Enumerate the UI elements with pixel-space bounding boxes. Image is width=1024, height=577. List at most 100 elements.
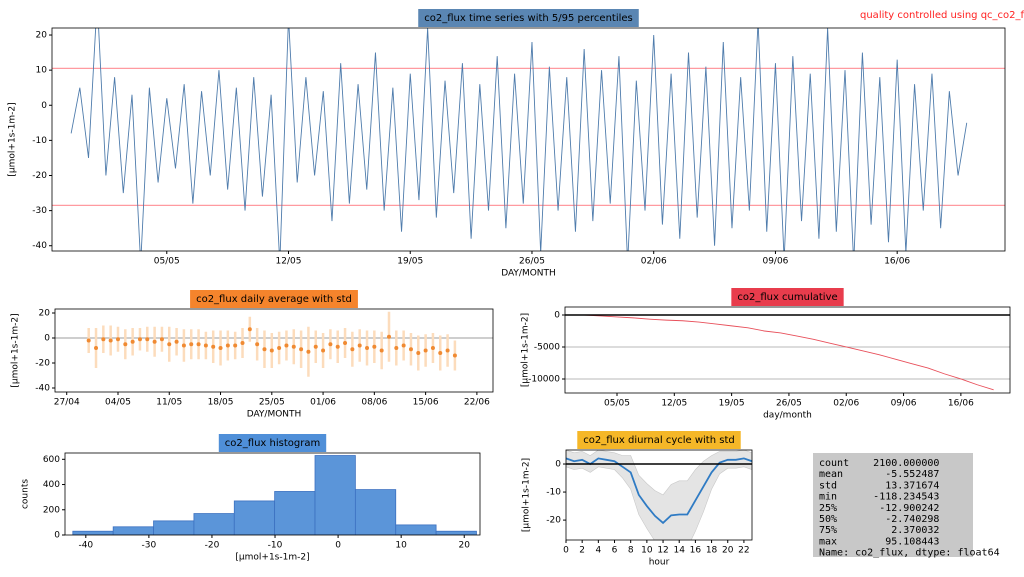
- x-tick-label: 16: [690, 546, 702, 556]
- point: [277, 346, 282, 350]
- axes-frame: [54, 308, 494, 393]
- x-tick-label: 11/05: [156, 398, 182, 408]
- point: [386, 334, 391, 339]
- title-box: [218, 434, 327, 452]
- y-tick-label: 0: [554, 310, 560, 320]
- y-tick-label: 0: [44, 334, 50, 344]
- point: [350, 347, 355, 352]
- x-tick-label: 22: [738, 546, 749, 556]
- x-axis-label: DAY/MONTH: [501, 269, 556, 279]
- point: [115, 337, 120, 342]
- y-tick-label: 20: [36, 31, 48, 41]
- y-tick-label: -5000: [534, 342, 560, 352]
- x-tick-label: 05/05: [154, 257, 180, 267]
- axes-frame: [64, 452, 481, 536]
- point: [306, 349, 311, 354]
- point: [181, 343, 186, 348]
- plot-area: [72, 455, 477, 535]
- point: [372, 344, 377, 349]
- x-tick-label: 8: [628, 546, 634, 556]
- x-tick-label: 02/06: [833, 399, 859, 409]
- point: [408, 347, 413, 352]
- point: [423, 348, 428, 353]
- x-tick-label: -40: [78, 541, 93, 551]
- point: [174, 339, 179, 344]
- point: [152, 339, 157, 344]
- point: [438, 351, 443, 355]
- hist-bar: [193, 513, 235, 535]
- chart-title: co2_flux time series with 5/95 percentil…: [424, 13, 633, 24]
- point: [225, 343, 230, 348]
- title-box: [577, 431, 741, 449]
- title-box: [190, 290, 358, 308]
- x-tick-label: 16/06: [884, 257, 910, 267]
- point: [291, 344, 296, 349]
- x-tick-label: 02/06: [641, 257, 667, 267]
- x-tick-label: 18: [706, 546, 718, 556]
- point: [247, 327, 252, 332]
- hist-bar: [153, 520, 195, 535]
- x-axis-label: DAY/MONTH: [247, 410, 302, 420]
- x-tick-label: 04/05: [105, 398, 131, 408]
- stats-box: [813, 453, 973, 557]
- hist-bar: [395, 524, 437, 535]
- x-tick-label: 19/05: [719, 399, 745, 409]
- y-tick-label: -20: [32, 171, 47, 181]
- x-tick-label: -20: [205, 541, 220, 551]
- point: [94, 346, 99, 350]
- y-tick-label: 400: [43, 480, 60, 490]
- y-tick-label: -10: [32, 136, 47, 146]
- x-tick-label: 4: [595, 546, 601, 556]
- chart-title: co2_flux histogram: [225, 438, 320, 449]
- point: [284, 343, 289, 348]
- y-tick-label: -10: [546, 488, 561, 498]
- x-tick-label: 25/05: [259, 398, 285, 408]
- point: [145, 337, 150, 342]
- y-tick-label: 10: [36, 66, 48, 76]
- point: [167, 342, 172, 347]
- point: [357, 343, 362, 348]
- point: [430, 346, 435, 350]
- point: [269, 348, 274, 353]
- stats-line: Name: co2_flux, dtype: float64: [819, 548, 1000, 559]
- data-line: [584, 314, 994, 391]
- x-tick-label: 12: [657, 546, 668, 556]
- y-axis-label: [μmol+1s-1m-2]: [8, 102, 18, 176]
- x-tick-label: 19/05: [397, 257, 423, 267]
- plot-area: [55, 311, 493, 377]
- x-tick-label: -10: [268, 541, 283, 551]
- x-tick-label: 20: [459, 541, 471, 551]
- x-tick-label: 09/06: [891, 399, 917, 409]
- title-box: [731, 288, 844, 306]
- y-tick-label: 0: [54, 531, 60, 541]
- chart-title: co2_flux cumulative: [737, 292, 837, 303]
- point: [233, 343, 238, 348]
- point: [416, 351, 421, 355]
- stats-line: min -118.234543: [819, 492, 939, 503]
- point: [445, 348, 450, 353]
- x-tick-label: 10: [395, 541, 407, 551]
- x-tick-label: 15/06: [413, 398, 439, 408]
- data-line: [70, 28, 968, 251]
- point: [137, 337, 142, 342]
- x-tick-label: 0: [335, 541, 341, 551]
- x-tick-label: 12/05: [276, 257, 302, 267]
- stats-line: std 13.371674: [819, 480, 939, 491]
- axes-frame: [564, 306, 1011, 394]
- y-tick-label: -20: [35, 359, 50, 369]
- y-tick-label: -10000: [528, 374, 560, 384]
- chart-title: co2_flux daily average with std: [196, 294, 352, 305]
- hist-bar: [72, 530, 114, 535]
- x-tick-label: 27/04: [54, 398, 80, 408]
- y-tick-label: 0: [555, 460, 561, 470]
- x-tick-label: -30: [142, 541, 157, 551]
- point: [299, 347, 304, 352]
- x-axis-label: [μmol+1s-1m-2]: [235, 553, 309, 563]
- point: [335, 344, 340, 349]
- point: [123, 342, 128, 347]
- point: [365, 346, 370, 350]
- x-tick-label: 26/05: [776, 399, 802, 409]
- point: [262, 347, 267, 352]
